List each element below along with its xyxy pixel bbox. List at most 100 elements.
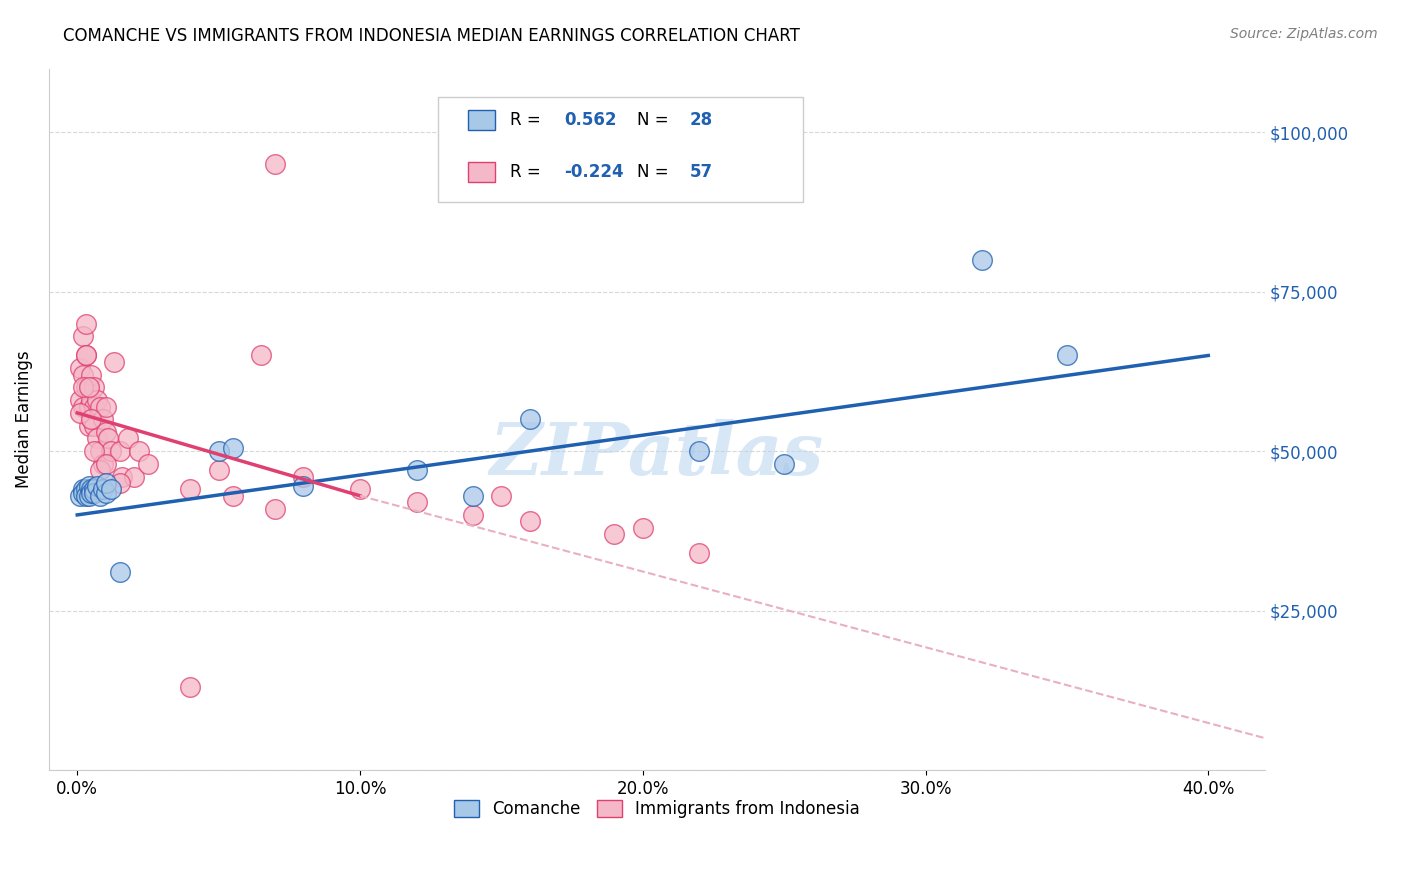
Point xyxy=(69,489,91,503)
Point xyxy=(94,476,117,491)
Point xyxy=(179,483,201,497)
Point xyxy=(89,444,111,458)
Point xyxy=(83,483,105,497)
Point xyxy=(461,489,484,503)
Text: N =: N = xyxy=(637,163,675,181)
Point xyxy=(80,485,103,500)
Text: ZIPatlas: ZIPatlas xyxy=(489,419,824,490)
Point xyxy=(77,380,100,394)
Point xyxy=(94,457,117,471)
Point xyxy=(91,412,114,426)
Text: Source: ZipAtlas.com: Source: ZipAtlas.com xyxy=(1230,27,1378,41)
Point xyxy=(491,489,513,503)
Point xyxy=(75,380,97,394)
Point xyxy=(69,406,91,420)
Point xyxy=(75,349,97,363)
Point xyxy=(89,489,111,503)
Point xyxy=(94,400,117,414)
Point xyxy=(117,431,139,445)
Point xyxy=(519,514,541,528)
Point xyxy=(207,444,229,458)
Point xyxy=(83,418,105,433)
Point xyxy=(86,393,108,408)
Y-axis label: Median Earnings: Median Earnings xyxy=(15,351,32,488)
Text: 28: 28 xyxy=(690,112,713,129)
Point xyxy=(86,431,108,445)
Point xyxy=(75,483,97,497)
Point xyxy=(264,157,287,171)
Point xyxy=(75,317,97,331)
Point xyxy=(688,444,710,458)
Point xyxy=(77,400,100,414)
Text: N =: N = xyxy=(637,112,675,129)
Point xyxy=(179,680,201,694)
Point xyxy=(97,431,120,445)
Point xyxy=(136,457,159,471)
Point xyxy=(1056,349,1078,363)
Point xyxy=(349,483,371,497)
Point xyxy=(75,489,97,503)
Point xyxy=(128,444,150,458)
Point xyxy=(222,441,245,455)
Text: COMANCHE VS IMMIGRANTS FROM INDONESIA MEDIAN EARNINGS CORRELATION CHART: COMANCHE VS IMMIGRANTS FROM INDONESIA ME… xyxy=(63,27,800,45)
Point xyxy=(519,412,541,426)
Point xyxy=(83,400,105,414)
Point xyxy=(77,479,100,493)
Point xyxy=(970,252,993,267)
Point xyxy=(100,483,122,497)
Point xyxy=(103,355,125,369)
Point xyxy=(72,483,94,497)
Point xyxy=(72,400,94,414)
Point xyxy=(292,479,315,493)
Text: 0.562: 0.562 xyxy=(564,112,617,129)
Point xyxy=(72,380,94,394)
Point xyxy=(91,457,114,471)
Point xyxy=(80,368,103,382)
Point xyxy=(773,457,796,471)
Point xyxy=(108,476,131,491)
FancyBboxPatch shape xyxy=(439,96,803,202)
Point xyxy=(80,483,103,497)
Point xyxy=(86,479,108,493)
Point xyxy=(80,393,103,408)
Point xyxy=(264,501,287,516)
Point xyxy=(250,349,273,363)
Point xyxy=(631,521,654,535)
Point xyxy=(83,380,105,394)
Text: -0.224: -0.224 xyxy=(564,163,624,181)
Point xyxy=(688,546,710,560)
Legend: Comanche, Immigrants from Indonesia: Comanche, Immigrants from Indonesia xyxy=(447,793,866,825)
Point xyxy=(80,412,103,426)
Point xyxy=(122,469,145,483)
Point xyxy=(94,425,117,439)
Point xyxy=(207,463,229,477)
Point xyxy=(72,329,94,343)
Point xyxy=(77,418,100,433)
Point xyxy=(91,483,114,497)
Point xyxy=(69,361,91,376)
Text: R =: R = xyxy=(510,163,546,181)
Point xyxy=(111,469,134,483)
Bar xyxy=(468,162,495,182)
Point xyxy=(72,485,94,500)
Text: R =: R = xyxy=(510,112,546,129)
Point xyxy=(108,566,131,580)
Point xyxy=(405,463,427,477)
Point xyxy=(69,393,91,408)
Point xyxy=(89,400,111,414)
Point xyxy=(94,485,117,500)
Point xyxy=(83,485,105,500)
Point xyxy=(292,469,315,483)
Point xyxy=(461,508,484,522)
Text: 57: 57 xyxy=(690,163,713,181)
Point xyxy=(108,444,131,458)
Point xyxy=(405,495,427,509)
Point xyxy=(100,444,122,458)
Point xyxy=(77,489,100,503)
Bar xyxy=(468,111,495,130)
Point xyxy=(72,368,94,382)
Point xyxy=(77,380,100,394)
Point xyxy=(83,444,105,458)
Point xyxy=(222,489,245,503)
Point xyxy=(80,412,103,426)
